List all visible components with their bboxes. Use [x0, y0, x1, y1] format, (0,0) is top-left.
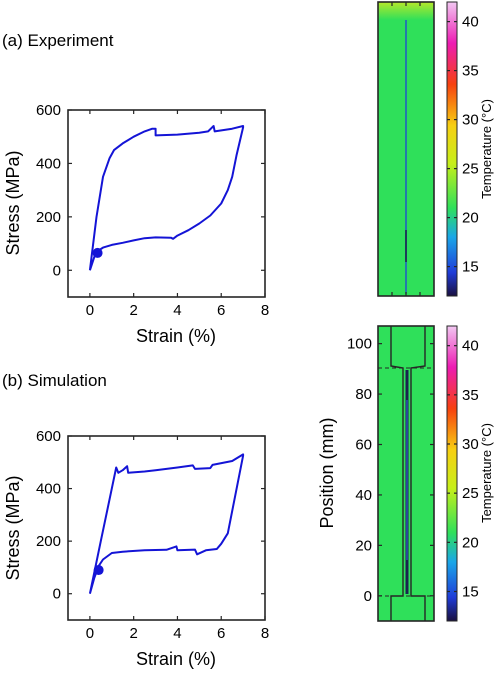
stress-strain-curve: [88, 125, 245, 271]
y-tick-label: 0: [364, 588, 372, 605]
current-point-marker: [92, 247, 103, 258]
x-tick-label: 8: [261, 625, 269, 642]
x-tick-label: 8: [261, 302, 269, 319]
panel-label-simulation: (b) Simulation: [2, 371, 107, 390]
colorbar-label: Temperature (°C): [479, 99, 494, 199]
y-tick-label: 600: [36, 102, 61, 119]
x-tick-label: 2: [129, 302, 137, 319]
colorbar-tick-label: 40: [462, 338, 479, 355]
x-tick-label: 6: [217, 302, 225, 319]
panel-label-experiment: (a) Experiment: [2, 31, 114, 50]
colorbar: [446, 325, 458, 622]
specimen-top-warm-region: [378, 2, 434, 20]
colorbar-tick-label: 35: [462, 387, 479, 404]
y-tick-label: 60: [355, 437, 372, 454]
y-tick-label: 80: [355, 386, 372, 403]
specimen-outline: [390, 326, 426, 621]
y-tick-label: 400: [36, 481, 61, 498]
colorbar-tick-label: 25: [462, 485, 479, 502]
colorbar-tick-label: 20: [462, 534, 479, 551]
position-axis: 0 20 40 60 80 100: [347, 336, 434, 605]
x-axis-label: Strain (%): [136, 326, 216, 346]
y-tick-label: 20: [355, 537, 372, 554]
colorbar-tick-label: 25: [462, 161, 479, 178]
y-tick-label: 40: [355, 487, 372, 504]
colorbar-tick-label: 35: [462, 63, 479, 80]
x-tick-label: 2: [129, 625, 137, 642]
y-tick-label: 0: [53, 586, 61, 603]
image-frame: [377, 325, 435, 622]
y-tick-label: 200: [36, 533, 61, 550]
simulation-stress-strain-chart: 0 2 4 6 8 0 200 400 600 Strain (%) Stress (MPa): [3, 428, 269, 669]
axis-ticks: 0 2 4 6 8 0 200 400 600: [36, 428, 269, 642]
y-tick-label: 600: [36, 428, 61, 445]
x-tick-label: 6: [217, 625, 225, 642]
x-tick-label: 4: [173, 302, 181, 319]
frame-ticks: [391, 2, 421, 296]
x-tick-label: 0: [86, 625, 94, 642]
y-tick-label: 200: [36, 209, 61, 226]
y-tick-label: 400: [36, 155, 61, 172]
y-tick-label: 100: [347, 336, 372, 353]
x-tick-label: 0: [86, 302, 94, 319]
plot-frame: [67, 435, 266, 621]
colorbar-tick-label: 40: [462, 14, 479, 31]
y-axis-label: Stress (MPa): [3, 150, 23, 255]
colorbar-tick-label: 30: [462, 112, 479, 129]
x-axis-label: Strain (%): [136, 649, 216, 669]
y-tick-label: 0: [53, 262, 61, 279]
experiment-stress-strain-chart: 0 2 4 6 8 0 200 400 600 Strain (%) Stress (MPa): [3, 102, 269, 346]
axis-ticks: 0 2 4 6 8 0 200 400 600: [36, 102, 269, 319]
colorbar-label: Temperature (°C): [479, 423, 494, 523]
colorbar-ticks: 15 20 25 30 35 40: [447, 338, 479, 601]
experiment-thermal-image: 15 20 25 30 35 40 Temperature (°C): [377, 1, 494, 297]
stress-strain-curve: [88, 453, 245, 594]
colorbar-ticks: 15 20 25 30 35 40: [447, 14, 479, 276]
x-tick-label: 4: [173, 625, 181, 642]
colorbar-tick-label: 30: [462, 436, 479, 453]
plot-frame: [67, 109, 266, 298]
colorbar-tick-label: 15: [462, 259, 479, 276]
colorbar-tick-label: 15: [462, 584, 479, 601]
current-point-marker: [93, 565, 104, 576]
y-axis-label: Stress (MPa): [3, 475, 23, 580]
colorbar: [446, 1, 458, 297]
colorbar-tick-label: 20: [462, 210, 479, 227]
y-axis-label: Position (mm): [317, 417, 337, 528]
